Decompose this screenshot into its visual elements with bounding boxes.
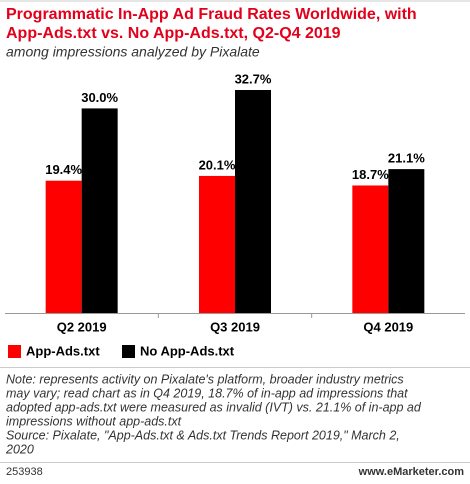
source: Source: Pixalate, "App-Ads.txt & Ads.txt… <box>6 428 400 442</box>
value-label: 19.4% <box>45 162 82 177</box>
value-label: 30.0% <box>81 90 118 105</box>
source: 2020 <box>5 442 34 456</box>
note: Note: represents activity on Pixalate's … <box>6 372 404 386</box>
x-tick-label: Q2 2019 <box>57 319 107 334</box>
note: impressions without app-ads.txt <box>6 414 182 428</box>
chart-id: 253938 <box>6 466 43 478</box>
value-label: 18.7% <box>352 167 389 182</box>
value-label: 32.7% <box>235 71 272 86</box>
bar <box>81 108 118 313</box>
value-label: 20.1% <box>199 157 236 172</box>
legend-label: App-Ads.txt <box>26 343 100 358</box>
note: may vary; read chart as in Q4 2019, 18.7… <box>6 386 408 400</box>
bar <box>199 175 235 313</box>
legend-swatch <box>8 345 21 358</box>
bar <box>235 90 271 313</box>
x-tick-label: Q4 2019 <box>363 319 413 334</box>
bar <box>352 185 389 313</box>
chart-title: App-Ads.txt vs. No App-Ads.txt, Q2-Q4 20… <box>6 25 341 42</box>
legend-label: No App-Ads.txt <box>140 343 235 358</box>
note: adopted app-ads.txt were measured as inv… <box>6 400 422 414</box>
chart-title: Programmatic In-App Ad Fraud Rates World… <box>6 6 417 23</box>
x-tick-label: Q3 2019 <box>210 319 260 334</box>
bar <box>45 180 82 313</box>
brand: www.eMarketer.com <box>358 466 465 478</box>
bar <box>388 169 425 313</box>
legend-swatch <box>122 345 135 358</box>
value-label: 21.1% <box>388 151 425 166</box>
chart-subtitle: among impressions analyzed by Pixalate <box>6 44 260 60</box>
